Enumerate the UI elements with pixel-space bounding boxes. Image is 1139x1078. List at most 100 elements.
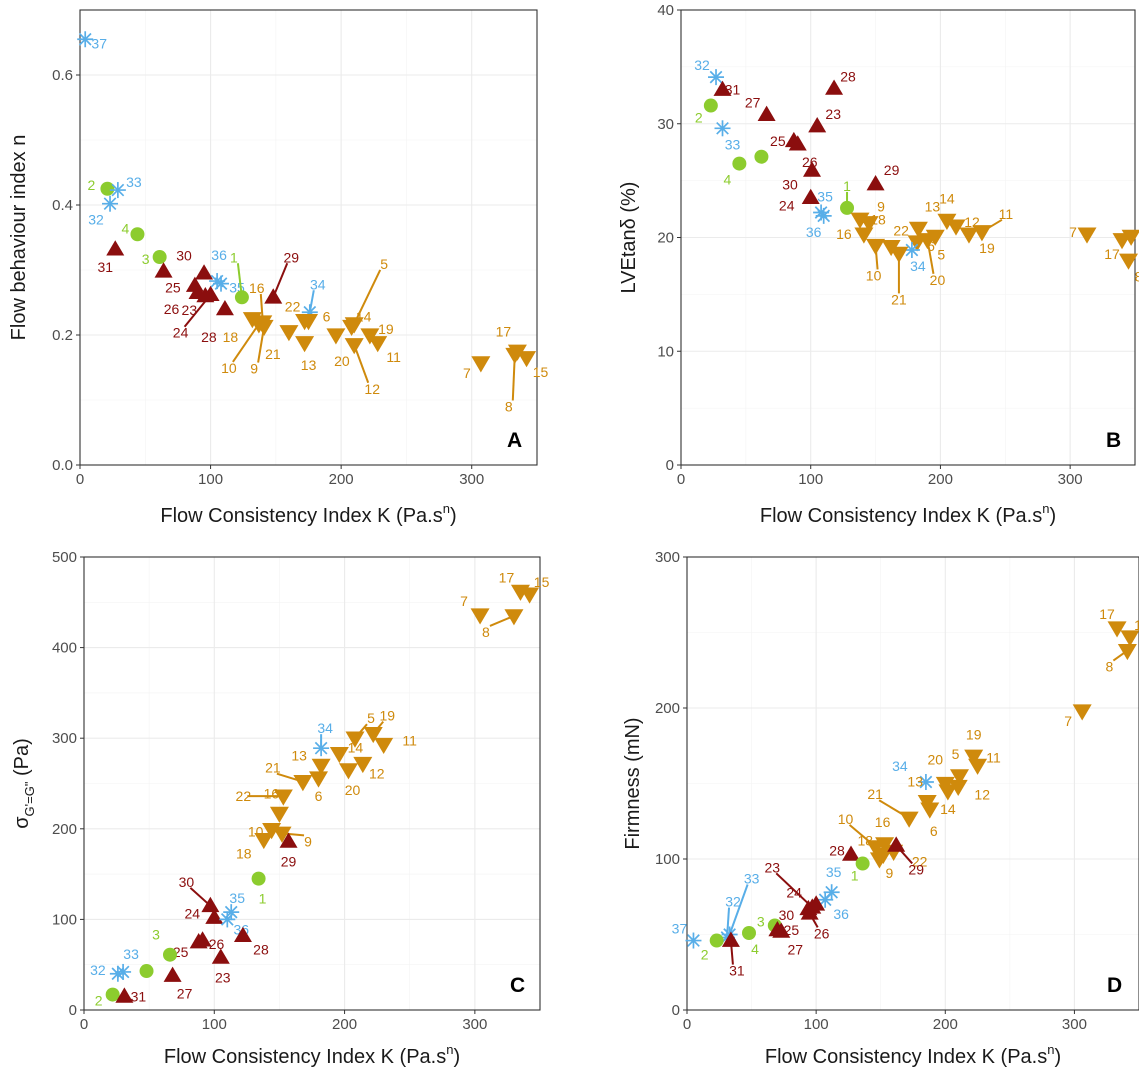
point-11 [368,336,388,353]
point-7 [1072,704,1092,721]
point-label: 18 [236,846,252,862]
point-label: 19 [966,726,982,742]
point-label: 28 [840,68,856,84]
point-34 [917,773,934,790]
point-27 [757,105,776,121]
point-label: 34 [317,720,333,736]
point-13 [311,758,331,775]
point-label: 6 [927,238,935,254]
point-label: 31 [725,82,741,98]
point-36 [815,207,832,224]
point-label: 33 [725,136,741,152]
point-36 [219,911,236,928]
label-leader [353,269,382,325]
point-label: 16 [836,226,852,242]
y-tick-label: 30 [657,116,674,133]
point-label: 31 [729,963,745,979]
point-label: 24 [779,198,795,214]
y-tick-label: 0.6 [52,67,73,84]
label-leader [308,290,315,313]
point-label: 23 [182,302,198,318]
point-4 [741,925,756,940]
point-29 [279,832,298,848]
point-label: 22 [912,853,928,869]
point-label: 4 [122,220,130,236]
point-13 [908,221,928,238]
point-label: 30 [779,907,795,923]
point-15 [520,587,540,604]
point-label: 3 [757,913,765,929]
point-15 [517,351,537,368]
point-label: 28 [201,329,217,345]
y-axis-title: Flow behaviour index n [8,135,30,341]
point-12 [946,219,966,236]
point-6 [920,802,940,819]
point-4 [139,964,154,979]
x-tick-label: 200 [332,1016,357,1033]
label-leader [981,218,1003,233]
label-leader [236,263,243,298]
point-label: 7 [1064,713,1072,729]
point-label: 8 [505,399,513,415]
y-tick-label: 0.0 [52,457,73,474]
x-axis-title: Flow Consistency Index K (Pa.sn) [760,501,1056,527]
y-tick-label: 300 [655,549,680,566]
point-label: 2 [701,947,709,963]
point-label: 10 [866,267,882,283]
point-label: 19 [378,321,394,337]
y-tick-label: 0 [69,1002,77,1019]
point-label: 22 [285,299,301,315]
label-leader [728,884,749,935]
point-37 [685,932,702,949]
x-tick-label: 300 [1062,1016,1087,1033]
point-16 [854,227,874,244]
point-label: 2 [88,177,96,193]
point-label: 31 [131,988,147,1004]
point-label: 17 [499,569,515,585]
point-label: 21 [891,291,907,307]
label-leader [775,872,813,909]
point-label: 25 [770,133,786,149]
point-label: 18 [223,329,239,345]
point-8 [504,609,524,626]
point-label: 28 [829,842,845,858]
point-18 [254,833,274,850]
x-tick-label: 100 [798,471,823,488]
point-label: 23 [215,969,231,985]
point-label: 34 [910,258,926,274]
point-label: 16 [875,814,891,830]
point-30 [803,161,822,177]
label-leader [354,723,368,739]
point-6 [299,314,318,331]
x-tick-label: 300 [459,471,484,488]
point-37 [77,31,94,48]
point-9 [859,216,879,233]
point-label: 28 [253,942,269,958]
point-27 [772,922,791,938]
point-label: 7 [463,365,471,381]
point-label: 7 [1069,224,1077,240]
x-tick-label: 300 [462,1016,487,1033]
point-label: 21 [265,346,281,362]
point-19 [959,227,979,244]
point-20 [326,328,346,345]
point-label: 12 [974,787,990,803]
point-33 [714,120,731,137]
point-label: 26 [814,925,830,941]
y-axis-title: LVEtanδ (%) [618,182,640,294]
y-tick-label: 500 [52,549,77,566]
point-label: 37 [672,921,688,937]
point-label: 4 [751,941,759,957]
point-label: 9 [886,865,894,881]
point-17 [1112,233,1132,250]
x-axis-title: Flow Consistency Index K (Pa.sn) [160,501,456,527]
point-19 [363,727,383,744]
point-label: 35 [817,188,833,204]
point-label: 17 [1099,606,1115,622]
point-label: 32 [725,894,741,910]
point-label: 27 [177,986,193,1002]
point-label: 31 [97,259,113,275]
label-leader [372,721,385,735]
point-11 [968,758,988,775]
point-22 [273,789,293,806]
